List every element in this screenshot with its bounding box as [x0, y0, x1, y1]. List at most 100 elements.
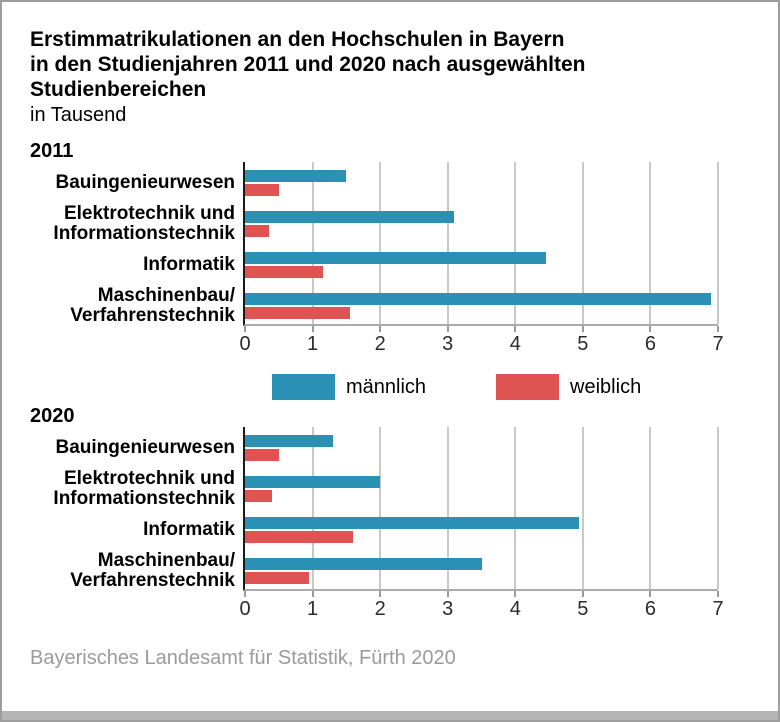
category-row: Elektrotechnik und Informationstechnik	[30, 468, 718, 509]
bar-pair	[245, 169, 718, 196]
category-label: Informatik	[143, 253, 235, 275]
gridline-6	[649, 427, 652, 590]
gridline-4	[514, 427, 517, 590]
chart-2020-year-label: 2020	[30, 405, 75, 428]
source-note: Bayerisches Landesamt für Statistik, Für…	[30, 647, 456, 670]
tick-mark-5	[581, 591, 584, 598]
category-row: Maschinenbau/ Verfahrenstechnik	[30, 285, 718, 326]
chart-subtitle: in Tausend	[30, 104, 127, 127]
tick-label-6: 6	[644, 598, 656, 621]
category-label: Bauingenieurwesen	[55, 436, 236, 458]
tick-mark-0	[244, 326, 246, 333]
legend-label-female: weiblich	[570, 375, 642, 398]
tick-label-2: 2	[374, 333, 386, 356]
bar-pair	[245, 516, 718, 543]
gridline-3	[446, 162, 449, 325]
category-row: Bauingenieurwesen	[30, 427, 718, 468]
bottom-strip	[2, 711, 778, 720]
tick-mark-3	[446, 326, 449, 333]
chart-2011-plot-area: Bauingenieurwesen Elektrotechnik und Info…	[30, 162, 719, 327]
tick-label-0: 0	[239, 598, 251, 621]
category-label: Informatik	[143, 518, 235, 540]
chart-2020-plot-background	[243, 427, 719, 592]
chart-2011: 2011 Bauingenieurwesen Elektrotechnik und…	[30, 140, 724, 360]
chart-2011-year-label: 2011	[30, 140, 74, 163]
bar-male	[245, 516, 580, 529]
bar-female	[245, 448, 279, 461]
bar-female	[245, 530, 354, 543]
bar-male	[245, 557, 482, 570]
bar-pair	[245, 292, 718, 319]
bar-female	[245, 571, 310, 584]
category-label: Maschinenbau/ Verfahrenstechnik	[70, 284, 235, 326]
bar-pair	[245, 475, 718, 502]
gridline-6	[649, 162, 652, 325]
gridline-7	[717, 427, 719, 590]
tick-mark-7	[717, 326, 719, 333]
tick-label-5: 5	[577, 333, 589, 356]
tick-mark-6	[649, 326, 652, 333]
legend-item-male: männlich	[272, 374, 427, 401]
tick-mark-6	[649, 591, 652, 598]
bar-female	[245, 306, 350, 319]
tick-label-6: 6	[644, 333, 656, 356]
tick-mark-0	[244, 591, 246, 598]
tick-label-0: 0	[239, 333, 251, 356]
gridline-2	[379, 162, 382, 325]
tick-label-7: 7	[712, 598, 724, 621]
gridline-5	[581, 162, 584, 325]
bar-female	[245, 224, 269, 237]
chart-title: Erstimmatrikulationen an den Hochschulen…	[30, 28, 586, 101]
chart-2020-plot-area: Bauingenieurwesen Elektrotechnik und Info…	[30, 427, 719, 592]
chart-2011-plot-background	[243, 162, 719, 327]
bar-female	[245, 489, 273, 502]
bar-male	[245, 434, 333, 447]
gridline-7	[717, 162, 719, 325]
category-label: Elektrotechnik und Informationstechnik	[53, 467, 235, 509]
chart-2011-x-axis: 0 1 2 3 4 5 6 7	[239, 326, 724, 360]
bar-male	[245, 251, 546, 264]
category-row: Elektrotechnik und Informationstechnik	[30, 203, 718, 244]
category-row: Maschinenbau/ Verfahrenstechnik	[30, 550, 718, 591]
gridline-1	[311, 427, 314, 590]
tick-mark-2	[379, 591, 382, 598]
gridline-4	[514, 162, 517, 325]
legend-swatch-male	[272, 374, 335, 401]
tick-mark-5	[581, 326, 584, 333]
chart-2020-x-axis: 0 1 2 3 4 5 6 7	[239, 591, 724, 625]
legend-label-male: männlich	[346, 375, 427, 398]
legend: männlich weiblich	[272, 374, 778, 401]
gridline-5	[581, 427, 584, 590]
bar-pair	[245, 557, 718, 584]
tick-mark-4	[514, 326, 517, 333]
category-row: Bauingenieurwesen	[30, 162, 718, 203]
tick-mark-7	[717, 591, 719, 598]
category-label: Elektrotechnik und Informationstechnik	[53, 202, 235, 244]
gridline-1	[311, 162, 314, 325]
bar-female	[245, 265, 323, 278]
category-label: Bauingenieurwesen	[55, 171, 236, 193]
tick-label-7: 7	[712, 333, 724, 356]
bar-pair	[245, 210, 718, 237]
bar-male	[245, 292, 712, 305]
category-row: Informatik	[30, 509, 718, 550]
bar-male	[245, 169, 347, 182]
tick-mark-4	[514, 591, 517, 598]
category-label: Maschinenbau/ Verfahrenstechnik	[70, 549, 235, 591]
tick-mark-3	[446, 591, 449, 598]
bar-male	[245, 210, 455, 223]
bar-female	[245, 183, 279, 196]
bar-pair	[245, 434, 718, 461]
tick-label-3: 3	[442, 333, 454, 356]
tick-label-4: 4	[509, 598, 521, 621]
bar-pair	[245, 251, 718, 278]
tick-label-1: 1	[307, 598, 319, 621]
legend-swatch-female	[496, 374, 560, 401]
tick-label-4: 4	[509, 333, 521, 356]
tick-label-2: 2	[374, 598, 386, 621]
gridline-2	[379, 427, 382, 590]
tick-mark-1	[311, 326, 314, 333]
tick-mark-2	[379, 326, 382, 333]
gridline-3	[446, 427, 449, 590]
